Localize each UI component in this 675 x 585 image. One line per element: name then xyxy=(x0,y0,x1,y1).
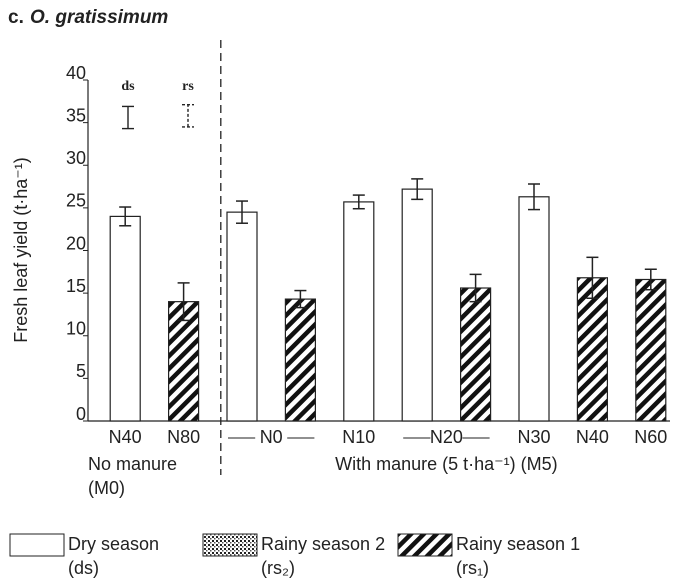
bar xyxy=(284,298,316,422)
legend-swatch xyxy=(202,533,258,557)
bar xyxy=(343,201,375,422)
chart-title: O. gratissimum xyxy=(30,7,168,28)
x-tick-label: N80 xyxy=(167,427,200,447)
legend-abbr: (rs₁) xyxy=(456,558,489,578)
x-tick-label: N30 xyxy=(517,427,550,447)
y-tick-label: 10 xyxy=(66,319,86,339)
legend-abbr: (ds) xyxy=(68,558,99,578)
bar xyxy=(109,215,141,422)
lsd-label: rs xyxy=(182,79,194,94)
y-tick-label: 35 xyxy=(66,105,86,125)
bar xyxy=(226,211,258,422)
group-label: With manure (5 t·ha⁻¹) (M5) xyxy=(335,454,558,474)
panel-label: c. xyxy=(8,7,24,28)
bar xyxy=(168,301,200,422)
y-tick-label: 0 xyxy=(76,404,86,424)
y-tick-label: 5 xyxy=(76,361,86,381)
y-tick-label: 20 xyxy=(66,233,86,253)
legend-label: Rainy season 1 xyxy=(456,534,580,554)
group-label: No manure xyxy=(88,454,177,474)
y-tick-label: 15 xyxy=(66,276,86,296)
legend-swatch xyxy=(9,533,65,557)
y-tick-label: 25 xyxy=(66,191,86,211)
legend-abbr: (rs₂) xyxy=(261,558,295,578)
y-tick-label: 30 xyxy=(66,148,86,168)
bar xyxy=(576,277,609,422)
legend-swatch xyxy=(397,533,453,557)
x-tick-label: N10 xyxy=(342,427,375,447)
bar xyxy=(460,287,492,422)
group-label: (M0) xyxy=(88,478,125,498)
x-tick-label: N0 xyxy=(260,427,283,447)
x-tick-label: N40 xyxy=(109,427,142,447)
y-tick-label: 40 xyxy=(66,63,86,83)
x-tick-label: N20 xyxy=(430,427,463,447)
y-axis-label: Fresh leaf yield (t·ha⁻¹) xyxy=(11,157,31,343)
x-tick-label: N60 xyxy=(634,427,667,447)
legend-label: Rainy season 2 xyxy=(261,534,385,554)
x-tick-label: N40 xyxy=(576,427,609,447)
bar xyxy=(518,196,550,422)
lsd-label: ds xyxy=(121,79,135,94)
bar xyxy=(635,278,667,422)
bar xyxy=(401,188,433,422)
legend-label: Dry season xyxy=(68,534,159,554)
